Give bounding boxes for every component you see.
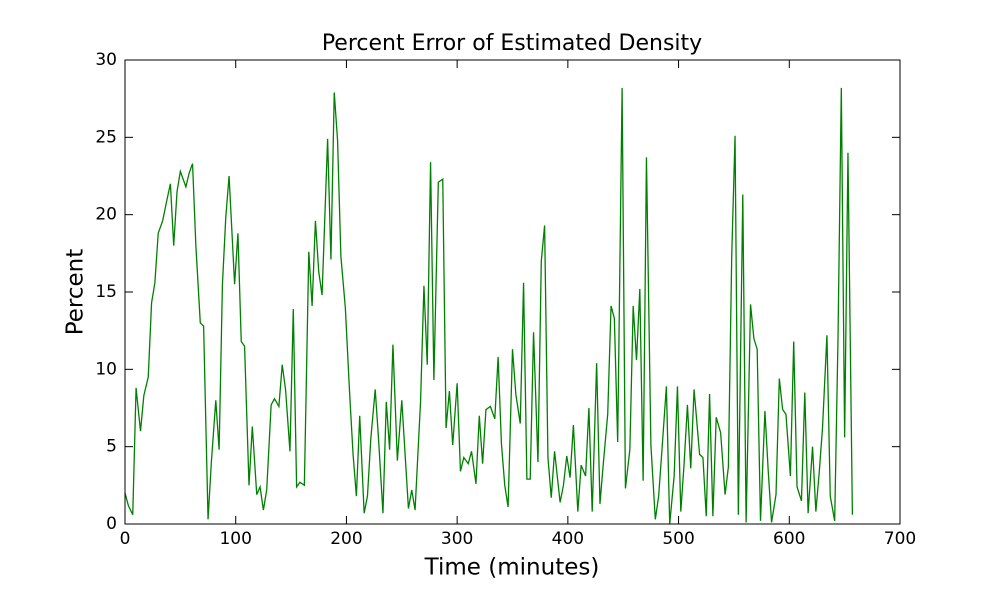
chart-title: Percent Error of Estimated Density xyxy=(322,31,702,56)
y-axis-label: Percent xyxy=(63,249,89,336)
x-tick-label: 400 xyxy=(552,529,584,549)
y-tick-label: 20 xyxy=(95,205,117,225)
x-tick-label: 600 xyxy=(773,529,805,549)
x-tick-label: 200 xyxy=(330,529,362,549)
x-tick-label: 500 xyxy=(662,529,694,549)
y-tick-label: 30 xyxy=(95,50,117,70)
y-tick-label: 10 xyxy=(95,359,117,379)
x-tick-label: 100 xyxy=(219,529,251,549)
y-tick-label: 15 xyxy=(95,282,117,302)
y-tick-label: 5 xyxy=(106,437,117,457)
data-line xyxy=(124,87,854,525)
x-tick-label: 300 xyxy=(441,529,473,549)
x-axis-label: Time (minutes) xyxy=(424,555,600,581)
x-tick-label: 0 xyxy=(120,529,131,549)
x-tick-label: 700 xyxy=(884,529,916,549)
y-tick-label: 25 xyxy=(95,127,117,147)
y-tick-label: 0 xyxy=(106,514,117,534)
